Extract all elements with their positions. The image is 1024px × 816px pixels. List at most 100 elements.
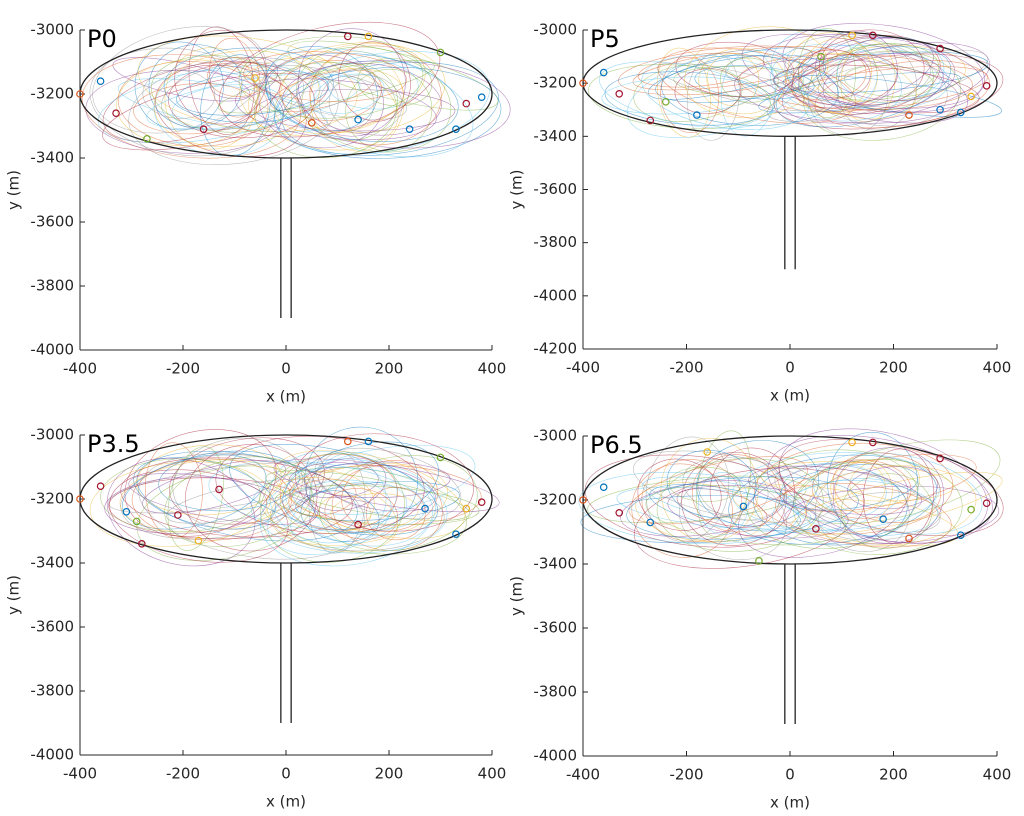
y-tick-label: -4000 bbox=[30, 341, 74, 359]
release-point bbox=[868, 438, 877, 447]
release-point bbox=[956, 531, 965, 540]
release-point bbox=[848, 31, 856, 40]
trajectory-texture bbox=[301, 63, 398, 141]
trajectory-texture bbox=[313, 73, 385, 114]
release-point bbox=[817, 52, 825, 61]
trajectory-texture bbox=[728, 454, 938, 545]
trajectory-texture bbox=[847, 466, 939, 510]
release-point bbox=[194, 536, 203, 545]
release-point bbox=[599, 68, 608, 77]
trajectory-texture bbox=[218, 59, 435, 114]
release-point bbox=[599, 483, 608, 492]
trajectory-texture bbox=[274, 67, 502, 159]
release-point bbox=[905, 534, 913, 543]
trajectory-texture bbox=[720, 51, 776, 137]
trajectory-texture bbox=[165, 478, 324, 524]
trajectory-texture bbox=[709, 447, 795, 537]
trajectory-texture bbox=[338, 41, 411, 122]
trajectory-texture bbox=[626, 476, 859, 540]
trajectory-texture bbox=[760, 461, 954, 502]
x-tick-label: 200 bbox=[879, 766, 908, 784]
trajectory-texture bbox=[341, 460, 438, 532]
y-tick-label: -4000 bbox=[533, 286, 577, 304]
x-tick-label: -200 bbox=[166, 360, 200, 378]
trajectory-texture bbox=[778, 66, 988, 112]
trajectory-texture bbox=[176, 70, 330, 116]
release-point bbox=[138, 539, 146, 548]
release-point bbox=[739, 502, 748, 511]
trajectory-texture bbox=[706, 53, 760, 106]
x-tick-label: 200 bbox=[375, 360, 404, 378]
trajectory-texture bbox=[741, 33, 968, 124]
trajectory-texture bbox=[784, 35, 948, 127]
trajectory-texture bbox=[215, 435, 425, 534]
release-point bbox=[215, 485, 223, 494]
release-point bbox=[982, 499, 991, 508]
y-tick-label: -3600 bbox=[30, 618, 74, 636]
trajectory-texture bbox=[818, 29, 925, 106]
trajectory-texture bbox=[637, 458, 722, 531]
y-tick-label: -3400 bbox=[533, 555, 577, 573]
trajectory-texture bbox=[274, 450, 466, 539]
panel: -4000 -3800 -3600 -3400 -3200 -3000 -400 -200 0 2… bbox=[5, 21, 511, 406]
y-tick-label: -3600 bbox=[30, 213, 74, 231]
trajectory-texture bbox=[814, 60, 990, 129]
x-tick-label: 0 bbox=[785, 766, 795, 784]
release-point bbox=[982, 82, 991, 90]
trajectory-texture bbox=[102, 72, 328, 151]
panel: -4200 -4000 -3800 -3600 -3400 -3200 -3000 -400 -… bbox=[508, 21, 1012, 405]
x-tick-label: -200 bbox=[166, 765, 200, 783]
y-axis-label: y (m) bbox=[5, 575, 23, 615]
release-point bbox=[96, 77, 105, 86]
trajectory-texture bbox=[137, 35, 358, 132]
trajectory-texture bbox=[89, 461, 271, 547]
x-tick-label: -400 bbox=[566, 766, 600, 784]
trajectory-texture bbox=[753, 463, 908, 546]
trajectory-texture bbox=[219, 21, 441, 138]
release-point bbox=[76, 90, 84, 98]
trajectory-texture bbox=[265, 477, 398, 553]
trajectory-texture bbox=[666, 450, 757, 518]
y-tick-label: -3400 bbox=[30, 149, 74, 167]
trajectory-texture bbox=[837, 44, 917, 131]
release-point bbox=[956, 108, 965, 117]
y-tick-label: -3000 bbox=[30, 21, 74, 39]
trajectory-texture bbox=[774, 465, 941, 533]
trajectory-texture bbox=[815, 471, 910, 553]
release-point bbox=[421, 504, 429, 513]
panel: -4000 -3800 -3600 -3400 -3200 -3000 -400 -200 0 2… bbox=[5, 426, 507, 811]
release-point bbox=[307, 119, 316, 127]
trajectory-texture bbox=[295, 433, 475, 532]
trajectory-texture bbox=[172, 437, 303, 530]
trajectory-texture bbox=[667, 485, 849, 539]
trajectory-texture bbox=[696, 440, 820, 527]
trajectory-texture bbox=[167, 446, 224, 551]
release-point bbox=[343, 32, 352, 41]
release-point bbox=[354, 520, 362, 529]
trajectory-texture bbox=[250, 467, 448, 554]
release-point bbox=[174, 511, 182, 519]
trajectory-texture bbox=[319, 455, 478, 552]
trajectory-texture bbox=[801, 38, 878, 114]
trajectory-texture bbox=[163, 47, 334, 123]
x-tick-label: 0 bbox=[281, 765, 291, 783]
trajectory-texture bbox=[208, 460, 426, 533]
trajectory-texture bbox=[631, 463, 733, 558]
release-point bbox=[661, 97, 670, 106]
trajectory-texture bbox=[661, 54, 839, 126]
release-point bbox=[936, 44, 944, 53]
x-tick-label: -200 bbox=[669, 766, 703, 784]
trajectory-texture bbox=[633, 467, 865, 569]
release-point bbox=[112, 109, 120, 118]
panel-title: P0 bbox=[87, 25, 117, 53]
trajectory-texture bbox=[259, 462, 436, 567]
release-point bbox=[143, 135, 151, 143]
trajectory-texture bbox=[770, 43, 903, 122]
y-tick-label: -3600 bbox=[533, 619, 577, 637]
trajectory-texture bbox=[822, 36, 956, 101]
y-tick-label: -4200 bbox=[533, 340, 577, 358]
x-tick-label: -400 bbox=[63, 360, 97, 378]
trajectory-texture bbox=[660, 437, 759, 542]
